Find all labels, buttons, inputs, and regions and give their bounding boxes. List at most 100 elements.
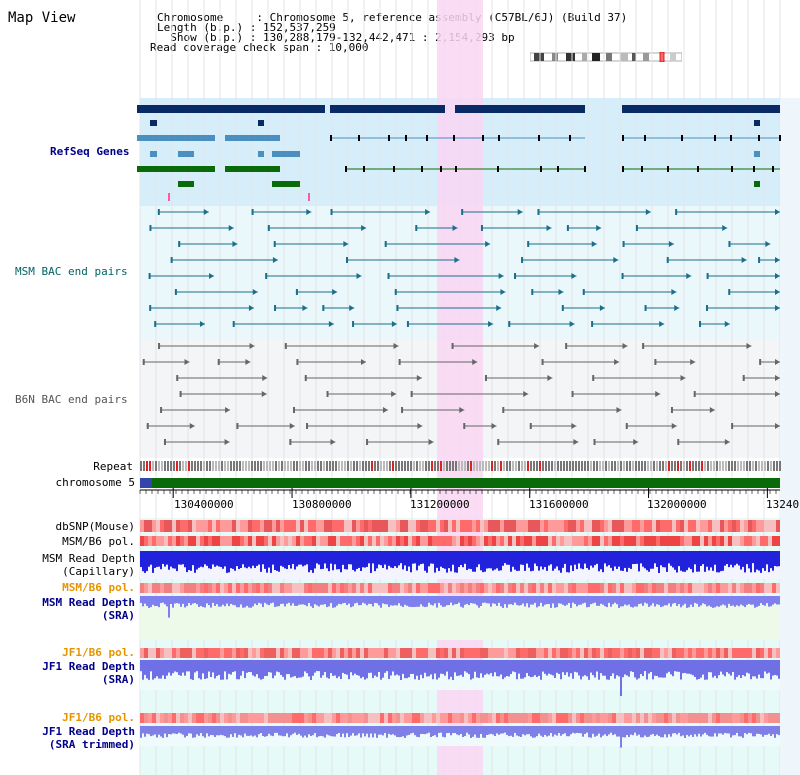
polymorphism-cell bbox=[292, 648, 296, 658]
polymorphism-cell bbox=[272, 648, 276, 658]
read-depth-bar bbox=[560, 726, 562, 736]
read-depth-bar bbox=[658, 596, 660, 605]
axis-tick-label: 130400000 bbox=[174, 498, 234, 511]
read-depth-bar bbox=[316, 596, 318, 606]
polymorphism-cell bbox=[340, 583, 344, 593]
msm-bac-pair-end bbox=[508, 321, 511, 327]
polymorphism-cell bbox=[556, 713, 560, 723]
read-depth-bar bbox=[294, 596, 296, 606]
read-depth-bar bbox=[710, 660, 712, 673]
read-depth-bar bbox=[776, 551, 778, 567]
read-depth-bar bbox=[154, 726, 156, 735]
polymorphism-cell bbox=[756, 520, 760, 532]
read-depth-bar bbox=[400, 596, 402, 606]
read-depth-bar bbox=[774, 596, 776, 604]
polymorphism-cell bbox=[380, 520, 384, 532]
repeat-element bbox=[155, 461, 157, 471]
polymorphism-cell bbox=[628, 648, 632, 658]
read-depth-bar bbox=[704, 660, 706, 680]
read-depth-bar bbox=[364, 596, 366, 604]
read-depth-bar bbox=[378, 596, 380, 606]
repeat-element bbox=[371, 461, 373, 471]
polymorphism-cell bbox=[544, 648, 548, 658]
read-depth-bar bbox=[730, 551, 732, 565]
read-depth-bar bbox=[368, 660, 370, 673]
polymorphism-cell bbox=[188, 713, 192, 723]
read-depth-bar bbox=[412, 726, 414, 733]
polymorphism-cell bbox=[228, 648, 232, 658]
polymorphism-cell bbox=[364, 648, 368, 658]
read-depth-bar bbox=[570, 596, 572, 608]
msm-bac-pair-arrow bbox=[775, 257, 780, 263]
read-depth-bar bbox=[762, 596, 764, 605]
polymorphism-cell bbox=[352, 520, 356, 532]
read-depth-bar bbox=[148, 551, 150, 567]
repeat-element bbox=[758, 461, 760, 471]
read-depth-bar bbox=[332, 726, 334, 737]
polymorphism-cell bbox=[192, 520, 196, 532]
read-depth-bar bbox=[222, 551, 224, 569]
polymorphism-cell bbox=[632, 713, 636, 723]
read-depth-bar bbox=[146, 596, 148, 606]
read-depth-bar bbox=[596, 660, 598, 672]
read-depth-bar bbox=[144, 660, 146, 675]
chromosome-ideogram[interactable] bbox=[530, 52, 682, 62]
read-depth-bar bbox=[294, 551, 296, 570]
polymorphism-cell bbox=[144, 520, 148, 532]
gene-exon bbox=[540, 166, 542, 172]
polymorphism-cell bbox=[680, 583, 684, 593]
gene-feature bbox=[258, 120, 264, 126]
repeat-element bbox=[326, 461, 328, 471]
read-depth-bar bbox=[526, 551, 528, 564]
read-depth-bar bbox=[548, 551, 550, 566]
read-depth-bar bbox=[446, 726, 448, 734]
read-depth-bar bbox=[586, 596, 588, 608]
polymorphism-cell bbox=[564, 648, 568, 658]
polymorphism-cell bbox=[636, 583, 640, 593]
polymorphism-cell bbox=[244, 520, 248, 532]
repeat-element bbox=[467, 461, 469, 471]
read-depth-bar bbox=[208, 551, 210, 569]
polymorphism-cell bbox=[648, 520, 652, 532]
polymorphism-cell bbox=[576, 583, 580, 593]
read-depth-bar bbox=[178, 551, 180, 565]
read-depth-bar bbox=[306, 726, 308, 738]
polymorphism-cell bbox=[424, 536, 428, 546]
msm-bac-pair-end bbox=[154, 321, 157, 327]
gene-feature bbox=[622, 105, 780, 113]
polymorphism-cell bbox=[632, 520, 636, 532]
read-depth-bar bbox=[658, 660, 660, 678]
read-depth-bar bbox=[656, 596, 658, 605]
polymorphism-cell bbox=[736, 648, 740, 658]
read-depth-bar bbox=[140, 660, 142, 672]
read-depth-bar bbox=[348, 660, 350, 680]
polymorphism-cell bbox=[252, 536, 256, 546]
read-depth-bar bbox=[150, 660, 152, 672]
polymorphism-cell bbox=[580, 648, 584, 658]
read-depth-bar bbox=[328, 726, 330, 736]
polymorphism-cell bbox=[460, 713, 464, 723]
read-depth-bar bbox=[222, 596, 224, 605]
read-depth-bar bbox=[580, 596, 582, 605]
read-depth-bar bbox=[466, 596, 468, 604]
read-depth-bar bbox=[598, 551, 600, 572]
read-depth-bar bbox=[478, 660, 480, 678]
read-depth-bar bbox=[580, 726, 582, 734]
repeat-element bbox=[299, 461, 301, 471]
polymorphism-cell bbox=[184, 583, 188, 593]
repeat-element bbox=[605, 461, 607, 471]
polymorphism-cell bbox=[704, 583, 708, 593]
polymorphism-cell bbox=[140, 536, 144, 546]
polymorphism-cell bbox=[240, 713, 244, 723]
repeat-element bbox=[365, 461, 367, 471]
read-depth-bar bbox=[622, 660, 624, 678]
repeat-element bbox=[527, 461, 529, 471]
repeat-element bbox=[722, 461, 724, 471]
polymorphism-cell bbox=[776, 713, 780, 723]
polymorphism-cell bbox=[284, 583, 288, 593]
polymorphism-cell bbox=[744, 713, 748, 723]
b6n-bac-pair-end bbox=[484, 375, 487, 381]
read-depth-bar bbox=[144, 551, 146, 573]
